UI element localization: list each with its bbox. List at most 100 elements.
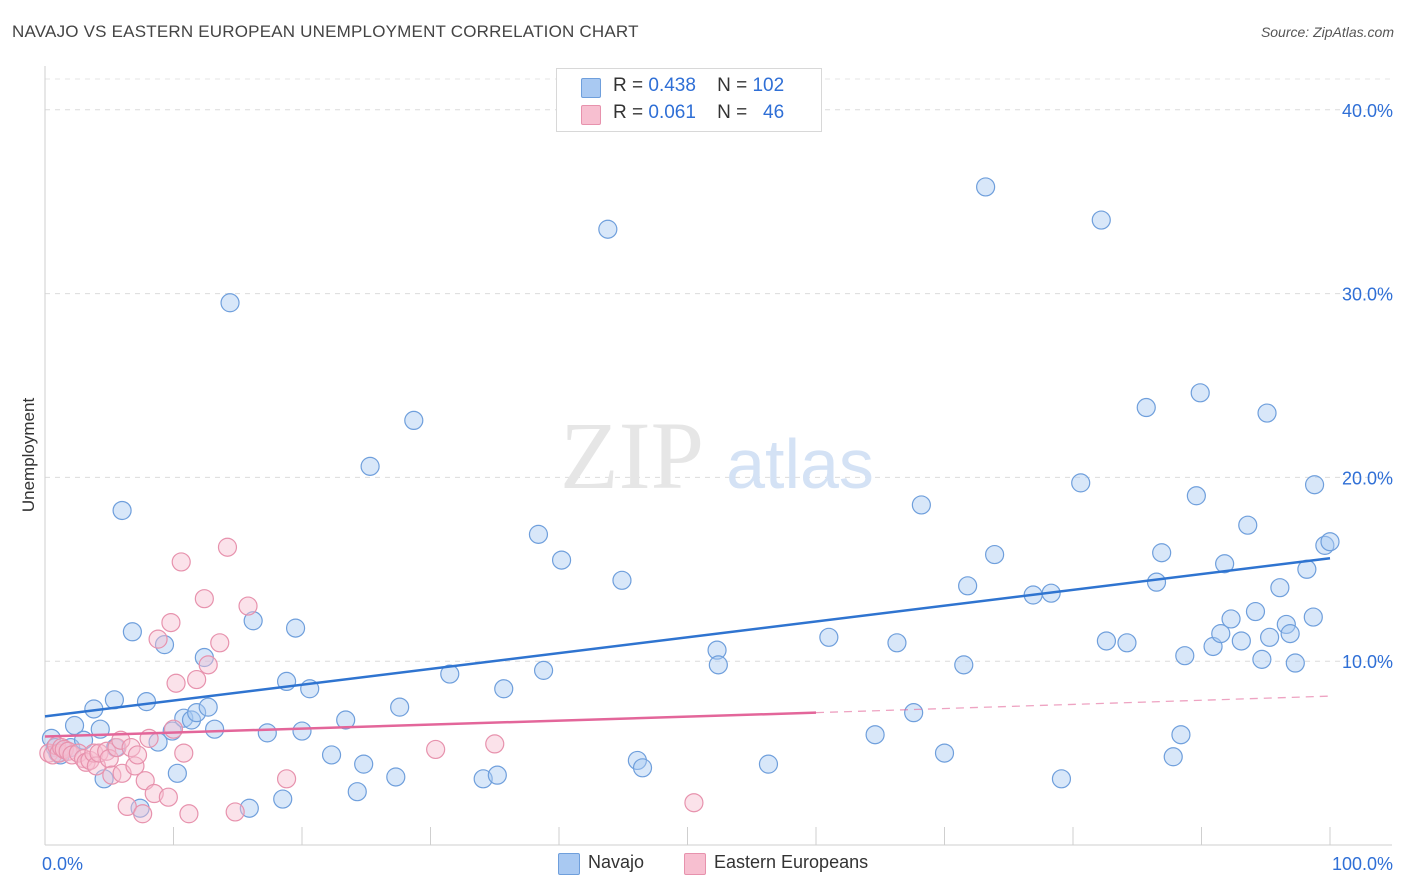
x-tick-label: 0.0%	[42, 854, 83, 874]
navajo-point	[136, 692, 157, 712]
navajo-point	[1270, 578, 1290, 598]
eastern-europeans-point	[225, 802, 245, 822]
eastern-europeans-point	[125, 756, 145, 776]
navajo-point	[1190, 383, 1210, 403]
x-tick-label: 100.0%	[1332, 854, 1393, 874]
eastern-europeans-point	[485, 734, 505, 754]
navajo-point	[1136, 397, 1156, 418]
eastern-europeans-trend-line	[44, 711, 817, 738]
watermark-zip: ZIP	[560, 402, 704, 509]
navajo-point	[708, 655, 728, 675]
eastern-europeans-point	[187, 669, 207, 690]
navajo-point	[612, 570, 632, 590]
eastern-europeans-point	[148, 629, 168, 649]
navajo-point	[551, 550, 572, 570]
eastern-europeans-point	[238, 596, 258, 616]
navajo-point	[404, 410, 424, 430]
navajo-point	[292, 721, 312, 741]
navajo-point	[1260, 627, 1280, 647]
eastern-europeans-point	[121, 737, 141, 758]
navajo-point	[386, 767, 406, 787]
eastern-europeans-point	[127, 745, 148, 765]
legend-stats-navajo: R = 0.438 N = 102	[613, 75, 785, 96]
navajo-point	[819, 627, 839, 647]
navajo-point	[198, 697, 218, 717]
eastern-europeans-point	[133, 804, 153, 824]
eastern-europeans-point	[194, 589, 214, 609]
scatter-points	[39, 177, 1340, 824]
eastern-europeans-point	[89, 743, 109, 763]
bottom-legend-swatch-navajo	[558, 853, 580, 875]
navajo-point	[494, 679, 514, 699]
watermark: ZIP atlas	[560, 402, 874, 509]
bottom-legend-label-navajo: Navajo	[588, 852, 645, 872]
navajo-point	[1117, 633, 1137, 653]
navajo-point	[1257, 403, 1277, 423]
eastern-europeans-point	[179, 804, 199, 824]
navajo-point	[336, 710, 356, 730]
navajo-point	[239, 798, 259, 818]
navajo-point	[1231, 631, 1251, 651]
navajo-point	[533, 660, 554, 680]
eastern-europeans-point	[158, 787, 178, 807]
navajo-point	[1071, 473, 1091, 493]
navajo-point	[1252, 649, 1272, 669]
navajo-trend-line	[44, 557, 1331, 718]
navajo-point	[598, 219, 618, 239]
y-tick-label: 10.0%	[1342, 652, 1393, 672]
bottom-legend-swatch-eastern-europeans	[684, 853, 706, 875]
chart-title: NAVAJO VS EASTERN EUROPEAN UNEMPLOYMENT …	[12, 22, 639, 41]
legend-swatch-navajo	[581, 78, 601, 98]
navajo-point	[758, 754, 779, 774]
navajo-point	[1091, 210, 1111, 230]
navajo-point	[205, 719, 225, 739]
eastern-europeans-point	[111, 730, 131, 750]
y-axis-label: Unemployment	[19, 398, 38, 513]
navajo-point	[976, 177, 996, 197]
navajo-point	[1171, 725, 1191, 745]
navajo-point	[1146, 572, 1167, 592]
navajo-point	[985, 544, 1005, 565]
navajo-point	[934, 743, 955, 763]
navajo-point	[911, 495, 931, 515]
eastern-europeans-point	[97, 741, 117, 761]
eastern-europeans-point	[426, 739, 446, 760]
eastern-europeans-point	[99, 749, 119, 769]
axes	[44, 66, 1392, 846]
navajo-point	[1163, 747, 1183, 767]
navajo-point	[1186, 486, 1206, 506]
eastern-europeans-trend-line-extension	[815, 695, 1331, 714]
navajo-point	[865, 725, 885, 745]
navajo-point	[632, 758, 653, 778]
navajo-point	[1051, 769, 1072, 789]
navajo-point	[440, 664, 460, 684]
navajo-point	[1238, 515, 1258, 535]
navajo-point	[904, 703, 924, 723]
legend-swatch-eastern-europeans	[581, 105, 601, 125]
eastern-europeans-point	[117, 796, 137, 817]
source-credit: Source: ZipAtlas.com	[1260, 24, 1394, 40]
navajo-point	[1303, 607, 1323, 627]
eastern-europeans-point	[163, 719, 184, 739]
watermark-atlas: atlas	[726, 425, 874, 503]
navajo-point	[528, 524, 549, 544]
eastern-europeans-point	[217, 537, 238, 557]
navajo-point	[954, 655, 974, 675]
navajo-point	[243, 611, 263, 631]
navajo-point	[473, 769, 493, 789]
navajo-point	[1175, 646, 1195, 666]
navajo-point	[487, 765, 507, 785]
navajo-point	[1320, 532, 1340, 552]
eastern-europeans-point	[171, 552, 191, 572]
eastern-europeans-point	[174, 743, 194, 763]
navajo-point	[958, 576, 978, 596]
navajo-point	[354, 754, 374, 774]
navajo-point	[1315, 535, 1335, 555]
navajo-point	[887, 633, 907, 653]
x-tick-labels: 0.0% 100.0%	[42, 854, 1393, 874]
navajo-point	[1304, 475, 1325, 495]
y-tick-labels: 10.0% 20.0% 30.0% 40.0%	[1342, 101, 1393, 672]
navajo-point	[707, 640, 727, 660]
navajo-point	[220, 293, 240, 313]
